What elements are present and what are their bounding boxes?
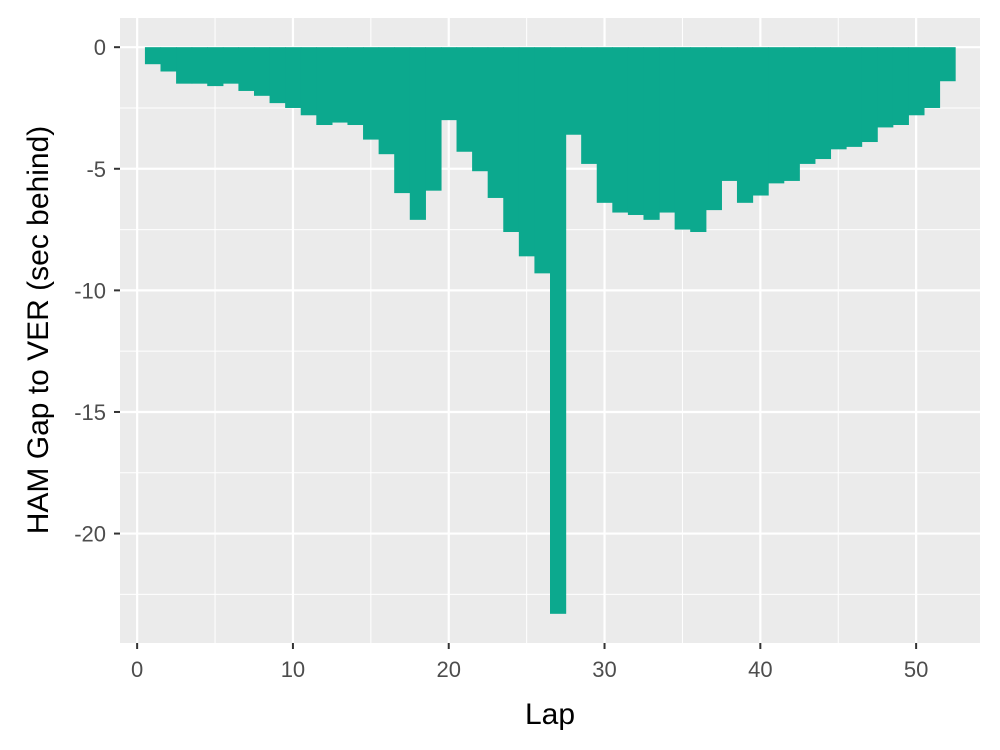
- bar: [923, 47, 941, 108]
- bar: [846, 47, 863, 147]
- bar: [269, 47, 286, 104]
- bar: [378, 47, 395, 155]
- bar: [394, 47, 411, 194]
- y-axis: 0 -5 -10 -15 -20: [74, 35, 120, 547]
- x-axis: 0 10 20 30 40 50: [131, 643, 928, 682]
- bar: [191, 47, 208, 84]
- bar: [144, 47, 162, 65]
- bar: [892, 47, 909, 126]
- bar: [550, 47, 567, 614]
- bar: [176, 47, 193, 84]
- bar: [472, 47, 489, 172]
- x-tick-label: 50: [904, 657, 928, 682]
- bar: [425, 47, 442, 191]
- y-tick-label: -5: [86, 157, 106, 182]
- bar: [456, 47, 473, 152]
- bar: [768, 47, 785, 184]
- bar: [939, 47, 956, 82]
- bar: [487, 47, 504, 198]
- bar: [596, 47, 613, 203]
- bar: [581, 47, 598, 164]
- bar: [534, 47, 551, 274]
- bar: [285, 47, 302, 108]
- bar: [705, 47, 722, 211]
- bar: [612, 47, 629, 213]
- bar: [331, 47, 349, 123]
- y-tick-label: -20: [74, 522, 106, 547]
- bar: [316, 47, 333, 126]
- x-tick-label: 20: [436, 657, 460, 682]
- bar: [253, 47, 271, 96]
- bar: [627, 47, 645, 215]
- bar: [363, 47, 380, 140]
- bar: [799, 47, 816, 164]
- y-axis-title: HAM Gap to VER (sec behind): [22, 126, 55, 535]
- bar: [752, 47, 769, 196]
- bar: [908, 47, 925, 116]
- bar: [300, 47, 317, 116]
- x-tick-label: 40: [748, 657, 772, 682]
- bar: [674, 47, 691, 230]
- bar: [830, 47, 847, 150]
- bar: [690, 47, 707, 233]
- y-tick-label: 0: [94, 35, 106, 60]
- bar: [736, 47, 754, 203]
- y-tick-label: -10: [74, 278, 106, 303]
- bar: [721, 47, 738, 181]
- bar: [814, 47, 832, 160]
- bar: [518, 47, 536, 257]
- bar: [160, 47, 177, 72]
- y-tick-label: -15: [74, 400, 106, 425]
- bar: [238, 47, 255, 91]
- bar: [861, 47, 878, 143]
- bar: [783, 47, 800, 181]
- bar: [643, 47, 660, 220]
- bar: [409, 47, 426, 220]
- bar: [565, 47, 582, 135]
- bar: [347, 47, 364, 126]
- bar-series: [144, 47, 956, 614]
- bar: [222, 47, 240, 84]
- x-tick-label: 0: [131, 657, 143, 682]
- x-tick-label: 10: [281, 657, 305, 682]
- bar: [503, 47, 520, 233]
- bar: [207, 47, 224, 87]
- x-tick-label: 30: [592, 657, 616, 682]
- x-axis-title: Lap: [525, 698, 575, 731]
- bar: [440, 47, 458, 121]
- bar: [659, 47, 676, 213]
- bar: [877, 47, 894, 128]
